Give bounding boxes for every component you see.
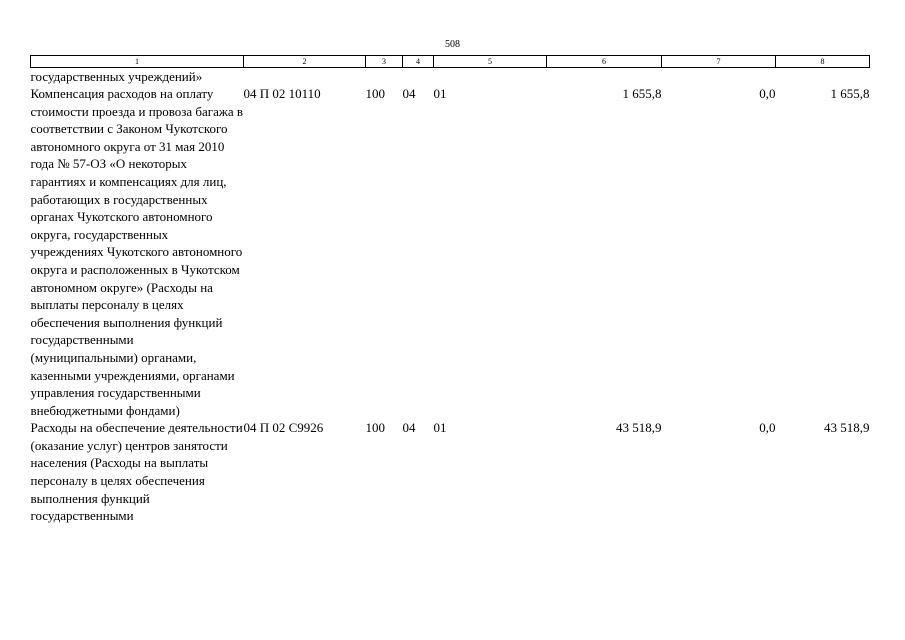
row-name: Расходы на обеспечение деятельности (ока… [30, 420, 243, 524]
row-col8: 1 655,8 [830, 86, 870, 101]
row-col8: 43 518,9 [824, 420, 870, 436]
header-cell-8: 8 [775, 55, 870, 68]
row-code: 04 П 02 С9926 [243, 420, 324, 436]
header-cell-6: 6 [546, 55, 662, 68]
row-vr [366, 68, 403, 86]
header-cell-1: 1 [30, 55, 244, 68]
row-pr [434, 68, 547, 86]
row-rz: 04 [402, 86, 416, 101]
page-number: 508 [445, 39, 460, 50]
header-cell-7: 7 [661, 55, 776, 68]
row-pr: 01 [433, 86, 447, 101]
row-name: государственных учреждений» [30, 69, 203, 84]
row-col6: 1 655,8 [622, 86, 662, 101]
row-rz [403, 68, 434, 86]
row-pr: 01 [433, 420, 447, 436]
row-vr: 100 [365, 86, 386, 101]
budget-table: 1 2 3 4 5 6 7 8 государственных учрежден… [30, 55, 870, 525]
row-col6 [547, 68, 662, 86]
row-col8 [776, 68, 870, 86]
row-code [244, 68, 366, 86]
row-vr: 100 [365, 420, 386, 436]
header-cell-4: 4 [402, 55, 434, 68]
row-col7: 0,0 [759, 86, 776, 101]
header-cell-2: 2 [243, 55, 366, 68]
table-row: государственных учреждений» [31, 68, 870, 86]
row-name: Компенсация расходов на оплату стоимости… [30, 86, 244, 418]
table-header: 1 2 3 4 5 6 7 8 [30, 55, 870, 68]
header-cell-3: 3 [365, 55, 403, 68]
header-row: 1 2 3 4 5 6 7 8 [30, 55, 870, 68]
row-rz: 04 [402, 420, 416, 436]
row-col6: 43 518,9 [616, 420, 662, 436]
row-col7 [662, 68, 776, 86]
row-col7: 0,0 [759, 420, 776, 436]
table-row: Расходы на обеспечение деятельности (ока… [31, 419, 870, 525]
table-row: Компенсация расходов на оплату стоимости… [31, 85, 870, 419]
header-cell-5: 5 [433, 55, 547, 68]
table-body: государственных учреждений» Компенсация … [31, 68, 870, 525]
row-code: 04 П 02 10110 [243, 86, 321, 101]
